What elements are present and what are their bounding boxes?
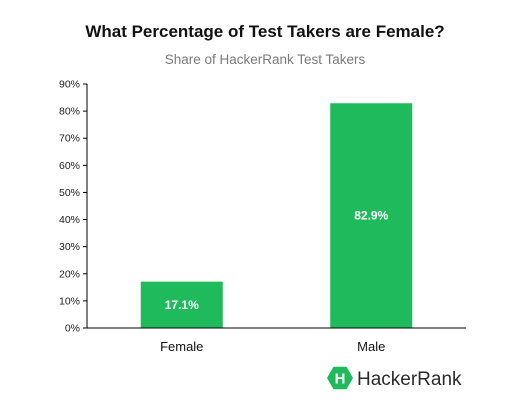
x-axis: Female Male xyxy=(87,327,466,354)
category-label-male: Male xyxy=(357,339,385,354)
y-tick-label: 0% xyxy=(65,323,80,335)
y-tick-label: 50% xyxy=(59,187,80,199)
bars: 17.1% 82.9% xyxy=(140,103,413,328)
y-tick-label: 70% xyxy=(59,133,80,145)
chart-title: What Percentage of Test Takers are Femal… xyxy=(85,22,444,41)
bar-male xyxy=(330,103,413,328)
hackerrank-logo: H HackerRank xyxy=(327,366,462,390)
chart-subtitle: Share of HackerRank Test Takers xyxy=(165,52,366,67)
logo-letter: H xyxy=(335,371,346,388)
y-tick-label: 80% xyxy=(59,106,80,118)
y-tick-label: 90% xyxy=(59,79,80,91)
data-label-female: 17.1% xyxy=(165,298,199,312)
bar-female xyxy=(140,281,223,328)
y-axis: 0% 10% 20% 30% 40% 50% 60% 70% 80% 90% xyxy=(59,79,88,335)
y-tick-label: 10% xyxy=(59,295,80,307)
y-tick-label: 60% xyxy=(59,160,80,172)
data-label-male: 82.9% xyxy=(354,209,388,223)
category-label-female: Female xyxy=(160,339,203,354)
y-tick-label: 20% xyxy=(59,268,80,280)
hexagon-logo-icon xyxy=(327,366,353,390)
y-tick-label: 40% xyxy=(59,214,80,226)
brand-name: HackerRank xyxy=(357,369,462,390)
y-tick-label: 30% xyxy=(59,241,80,253)
